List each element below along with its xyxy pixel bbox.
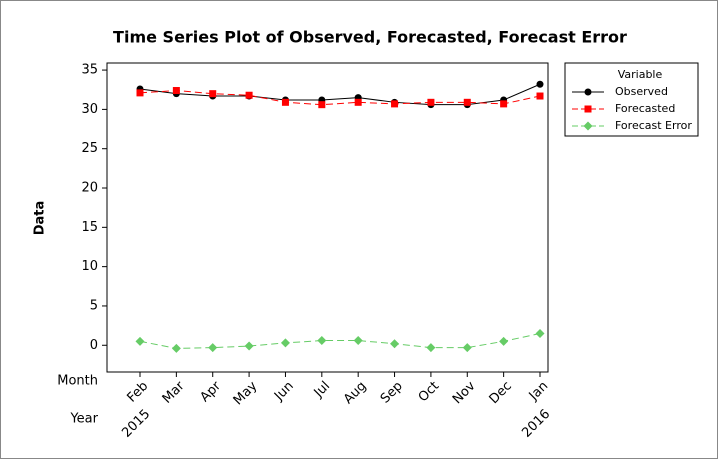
- data-point: [318, 101, 326, 109]
- data-point: [281, 98, 289, 106]
- data-point: [391, 100, 399, 108]
- legend-label: Forecast Error: [615, 119, 692, 132]
- series-line: [139, 332, 541, 349]
- data-point: [462, 343, 472, 353]
- data-point: [536, 80, 544, 88]
- data-point: [244, 341, 254, 351]
- legend-marker: [584, 88, 592, 96]
- data-point: [353, 336, 363, 346]
- y-tick-label: 15: [81, 220, 98, 235]
- x-row-label: Month: [57, 374, 98, 389]
- y-axis-label: Data: [33, 201, 48, 236]
- series-line: [139, 90, 541, 106]
- legend-label: Forecasted: [615, 102, 675, 115]
- data-point: [208, 343, 218, 353]
- data-point: [390, 339, 400, 349]
- data-point: [536, 92, 544, 100]
- y-tick-label: 10: [81, 259, 98, 274]
- legend-label: Observed: [615, 85, 668, 98]
- y-tick-label: 5: [90, 298, 98, 313]
- data-point: [463, 98, 471, 106]
- plot-area: [106, 62, 549, 373]
- x-row-label: Year: [69, 412, 98, 427]
- y-tick-label: 35: [81, 63, 98, 78]
- y-tick-label: 25: [81, 141, 98, 156]
- data-point: [317, 336, 327, 346]
- data-point: [280, 338, 290, 348]
- series-line: [139, 83, 541, 106]
- legend-title: Variable: [618, 68, 663, 81]
- data-point: [354, 98, 362, 106]
- chart-title: Time Series Plot of Observed, Forecasted…: [113, 28, 627, 47]
- data-point: [499, 336, 509, 346]
- y-tick-label: 20: [81, 181, 98, 196]
- data-point: [427, 98, 435, 106]
- data-point: [171, 343, 181, 353]
- data-point: [426, 343, 436, 353]
- y-tick-label: 30: [81, 102, 98, 117]
- data-point: [209, 90, 217, 98]
- data-point: [245, 91, 253, 99]
- data-point: [535, 328, 545, 338]
- legend-marker: [583, 121, 593, 131]
- y-tick-label: 0: [90, 338, 98, 353]
- data-point: [172, 87, 180, 95]
- data-point: [135, 336, 145, 346]
- data-point: [136, 89, 144, 97]
- legend-marker: [584, 105, 592, 113]
- data-point: [500, 100, 508, 108]
